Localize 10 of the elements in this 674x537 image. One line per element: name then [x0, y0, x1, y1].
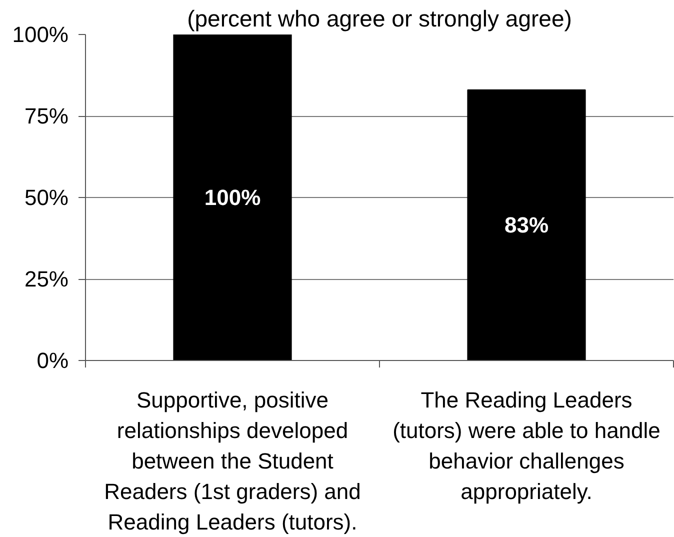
y-tick-label: 100%: [12, 22, 69, 47]
y-tick-label: 0%: [36, 348, 68, 373]
chart-subtitle: (percent who agree or strongly agree): [187, 6, 572, 32]
y-tick-label: 50%: [24, 185, 69, 210]
data-label: 100%: [204, 185, 261, 210]
data-label: 83%: [504, 212, 549, 238]
x-tick-label: The Reading Leaders (tutors) were able to handle behavior challenges appropriately.: [392, 388, 660, 504]
y-tick-label: 75%: [24, 104, 69, 128]
y-tick-label: 25%: [24, 266, 69, 292]
x-tick-label: Supportive, positive relationships developed between the Student Readers (1st graders) and Reading Leaders (tutors).: [104, 388, 361, 534]
